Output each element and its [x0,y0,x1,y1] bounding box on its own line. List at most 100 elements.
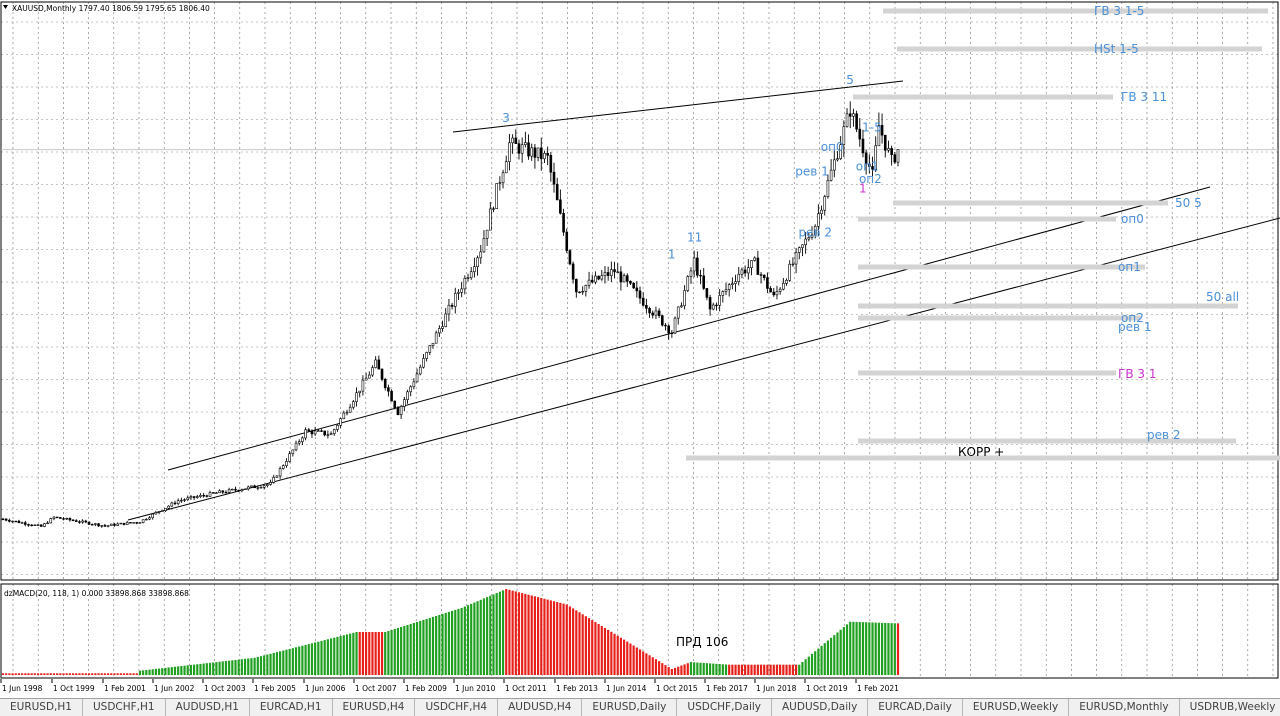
macd-bar [164,667,167,675]
tab-usdchf-h1[interactable]: USDCHF,H1 [83,699,166,716]
tab-eurusd-monthly[interactable]: EURUSD,Monthly [1069,699,1180,716]
macd-bar [435,615,438,675]
candle-body [648,308,651,314]
candle-body [597,275,600,280]
tab-eurcad-daily[interactable]: EURCAD,Daily [868,699,963,716]
macd-bar [142,670,145,675]
level-bar-10[interactable] [858,438,1236,444]
tab-audusd-h1[interactable]: AUDUSD,H1 [166,699,250,716]
candle-body [250,485,253,488]
macd-bar [527,594,530,675]
level-bar-11[interactable] [686,455,1280,461]
macd-bar [785,664,788,675]
candle-body [285,461,288,466]
level-bar-2[interactable] [853,94,1113,100]
macd-bar [349,633,352,675]
macd-bar [661,663,664,675]
candle-body [374,359,377,368]
candle-body [183,499,186,501]
level-bar-1[interactable] [897,46,1262,52]
candle-body [883,134,887,151]
candle-body [896,149,900,163]
level-bar-7[interactable] [858,315,1141,321]
macd-bar [536,597,540,675]
tab-eurusd-h1[interactable]: EURUSD,H1 [0,699,83,716]
macd-bar [205,663,208,675]
macd-bar [501,590,505,675]
macd-bar [323,640,326,675]
macd-bar [880,622,884,675]
x-tick-label: 1 Jun 2006 [305,684,346,693]
candle-body [412,381,416,388]
macd-bar [304,644,307,675]
macd-bar [202,663,205,675]
macd-bar [193,664,196,675]
macd-bar [823,643,826,675]
candle-body [457,292,460,294]
candle-body [345,411,349,414]
macd-bar [492,594,495,675]
macd-bar [285,649,288,675]
candle-body [539,147,543,160]
macd-bar [607,629,610,675]
macd-bar [422,619,425,675]
wave-label-3: оп0 [821,140,844,154]
level-bar-9[interactable] [858,370,1116,376]
candle-body [482,238,486,253]
level-bar-0[interactable] [883,8,1268,14]
tab-eurusd-daily[interactable]: EURUSD,Daily [582,699,678,716]
candle-body [797,247,801,253]
macd-bar [498,591,501,675]
level-bar-3[interactable] [893,200,1168,206]
candle-body [431,342,435,346]
level-bar-6[interactable] [858,303,1238,309]
tab-audusd-h4[interactable]: AUDUSD,H4 [498,699,583,716]
candle-body [390,390,393,402]
candle-body [199,495,202,497]
macd-bar [145,669,148,675]
macd-bar [728,664,731,675]
macd-bar [884,622,887,675]
macd-bar [11,673,14,675]
tab-eurcad-h1[interactable]: EURCAD,H1 [250,699,333,716]
macd-bar [524,593,527,675]
candle-body [406,391,409,400]
candle-body [555,183,559,201]
macd-bar [177,666,180,675]
macd-bar [779,664,782,675]
macd-bar [212,662,215,675]
level-bar-5[interactable] [858,264,1145,270]
candle-body [747,267,750,274]
tab-audusd-daily[interactable]: AUDUSD,Daily [772,699,869,716]
candle-body [59,517,62,519]
tab-eurusd-weekly[interactable]: EURUSD,Weekly [963,699,1070,716]
candle-body [731,283,734,285]
macd-bar [428,617,431,675]
tab-eurusd-h4[interactable]: EURUSD,H4 [333,699,416,716]
macd-bar [514,591,517,675]
macd-bar [603,627,607,675]
candle-body [170,502,174,507]
macd-bar [833,635,836,675]
candle-body [632,282,635,289]
candle-body [266,484,269,486]
macd-bar [826,640,830,675]
candle-body [145,518,148,521]
candle-body [355,392,358,402]
candle-body [721,291,725,296]
candle-body [578,291,581,294]
level-bar-4[interactable] [858,216,1116,222]
macd-bar [476,601,479,675]
wave-label-0: 3 [502,111,510,125]
macd-bar [259,656,263,675]
tab-usdchf-h4[interactable]: USDCHF,H4 [415,699,499,716]
candle-body [670,332,674,335]
tab-usdchf-daily[interactable]: USDCHF,Daily [677,699,772,716]
macd-bar [642,651,645,675]
macd-bar [747,664,750,675]
candle-body [262,485,266,488]
macd-bar [396,627,400,675]
macd-bar [450,610,454,675]
tab-usdrub-weekly[interactable]: USDRUB,Weekly [1180,699,1280,716]
